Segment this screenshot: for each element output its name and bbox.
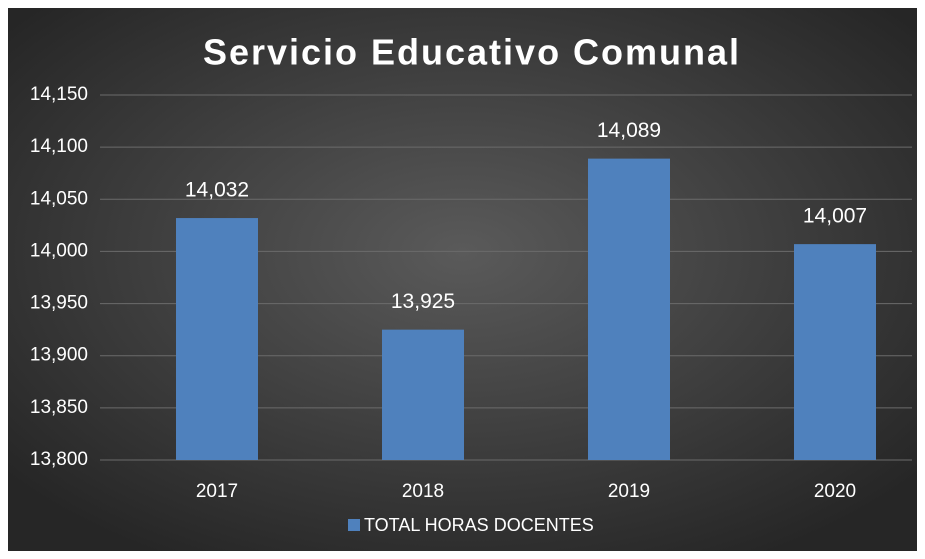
y-tick-label: 13,850	[30, 397, 88, 418]
data-label: 14,007	[803, 205, 867, 228]
legend-label: TOTAL HORAS DOCENTES	[364, 515, 594, 535]
y-tick-label: 14,150	[30, 84, 88, 105]
y-tick-label: 14,100	[30, 136, 88, 157]
x-tick-label: 2020	[814, 481, 856, 502]
y-tick-label: 14,000	[30, 240, 88, 261]
x-tick-label: 2017	[196, 481, 238, 502]
chart-title: Servicio Educativo Comunal	[203, 32, 741, 73]
y-tick-label: 13,800	[30, 449, 88, 470]
bar	[588, 158, 670, 460]
y-tick-label: 14,050	[30, 188, 88, 209]
bar	[382, 329, 464, 460]
bar	[176, 218, 258, 460]
x-tick-label: 2018	[402, 481, 444, 502]
chart-background	[8, 8, 917, 551]
legend-swatch	[348, 519, 360, 531]
bar	[794, 244, 876, 460]
x-tick-label: 2019	[608, 481, 650, 502]
data-label: 14,032	[185, 179, 249, 202]
y-tick-label: 13,900	[30, 345, 88, 366]
data-label: 13,925	[391, 290, 455, 313]
data-label: 14,089	[597, 119, 661, 142]
y-tick-label: 13,950	[30, 293, 88, 314]
